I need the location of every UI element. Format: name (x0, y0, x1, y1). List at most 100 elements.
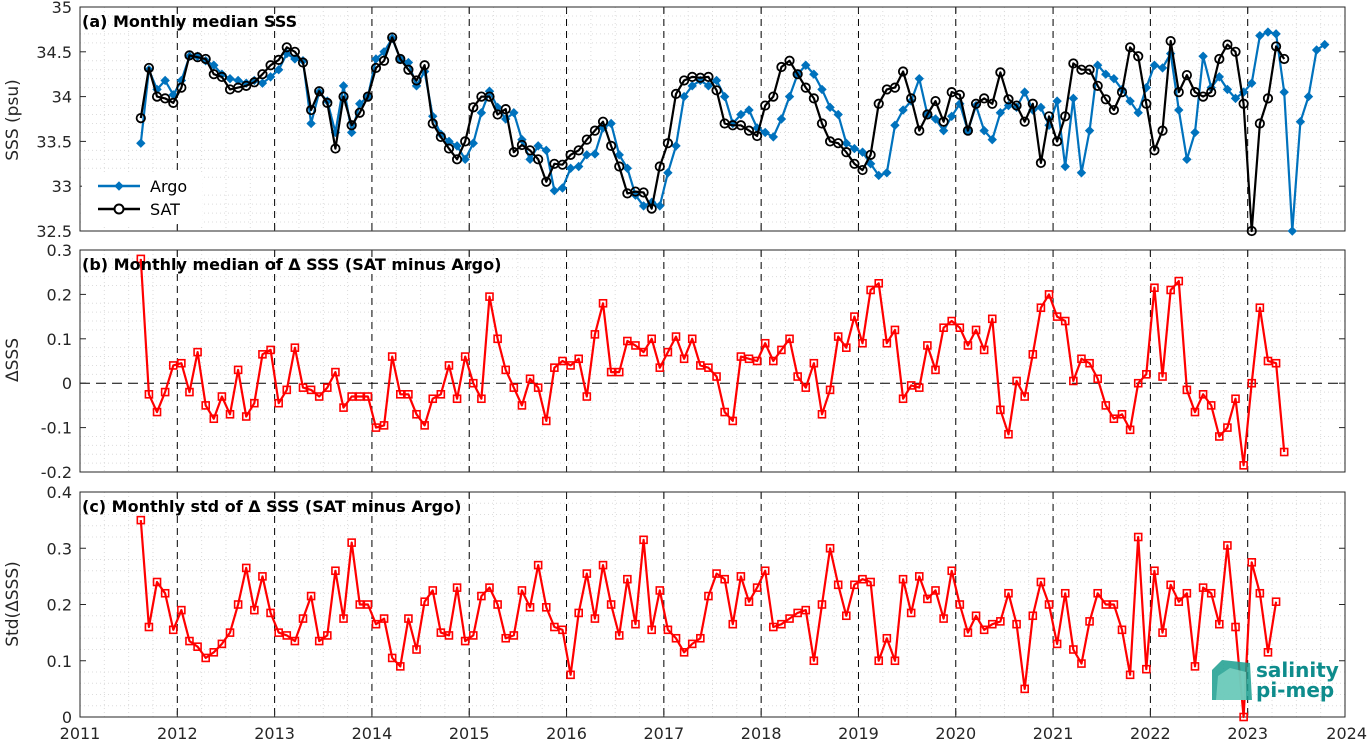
panel-b-delta-point (769, 356, 778, 366)
panel-b-delta-point (1085, 358, 1094, 368)
panel-a-argo-point (273, 65, 284, 75)
panel-b-delta-point (1012, 376, 1021, 386)
panel-a-argo-point (468, 138, 478, 148)
panel-a-sat-point (200, 53, 211, 65)
panel-a-argo-point (776, 114, 787, 124)
panel-b-ytick-label: 0 (62, 374, 72, 393)
panel-a-sat-point (1068, 58, 1079, 69)
panel-c-delta-point (1182, 588, 1192, 598)
panel-b-delta-point (639, 347, 648, 357)
panel-c-delta-point (1239, 712, 1248, 722)
panel-a-argo-point (744, 105, 754, 115)
panel-a-sat-point (816, 118, 828, 129)
panel-a-sat-point (679, 75, 690, 86)
panel-a-sat-point (1165, 35, 1176, 47)
panel-a-argo-point (1222, 84, 1233, 95)
panel-b-median-delta-sss: -0.2 -0.1 0 0.1 0.2 0.3 (b) Monthly median of … (3, 241, 1346, 482)
panel-a-argo-point (930, 114, 941, 124)
panel-c-delta-point (752, 583, 762, 592)
panel-c-delta-point (1271, 597, 1281, 606)
panel-b-delta-point (850, 312, 859, 321)
panel-a-sat-point (662, 138, 674, 149)
logo-text-salinity: salinity (1256, 658, 1339, 682)
panel-c-delta-point (777, 619, 786, 629)
panel-b-delta-point (655, 363, 665, 372)
panel-b-delta-point (1263, 356, 1273, 366)
panel-b-delta-point (623, 336, 632, 346)
panel-a-sat-point (654, 161, 665, 172)
panel-a-argo-point (257, 78, 268, 88)
panel-a-argo-point (857, 147, 868, 157)
panel-c-delta-point (1052, 639, 1062, 649)
panel-c-delta-point (979, 625, 989, 635)
panel-a-sat-point (273, 54, 284, 65)
panel-b-delta-point (266, 345, 275, 355)
panel-c-delta-point (898, 574, 908, 584)
panel-a-argo-point (1076, 168, 1087, 178)
logo-text-pimep: pi-mep (1256, 678, 1334, 702)
panel-a-sat-point (1149, 145, 1160, 156)
panel-b-delta-point (720, 407, 729, 417)
panel-c-delta-point (1012, 619, 1021, 629)
panel-a-sat-point (160, 93, 171, 104)
panel-c-delta-point (825, 543, 835, 553)
panel-c-delta-point (485, 583, 494, 592)
xtick-label: 2019 (838, 724, 879, 743)
panel-b-delta-point (533, 383, 543, 392)
panel-a-argo-point (1149, 60, 1160, 70)
panel-c-delta-point (566, 670, 575, 680)
panel-b-delta-point (728, 416, 738, 426)
panel-c-delta-point (614, 631, 624, 640)
panel-b-delta-point (760, 338, 770, 348)
xtick-label: 2021 (1033, 724, 1074, 743)
panel-a-sat-point (873, 98, 884, 109)
panel-b-delta-point (979, 345, 989, 355)
panel-c-delta-point (728, 619, 738, 629)
panel-c-delta-point (1142, 664, 1151, 674)
panel-a-sat-point (857, 164, 868, 176)
panel-a-sat-point (751, 130, 763, 142)
panel-a-sat-point (500, 104, 511, 115)
panel-a-sat-point (962, 125, 974, 136)
panel-c-delta-point (1206, 588, 1216, 598)
panel-b-delta-point (574, 354, 584, 364)
panel-a-argo-point (1295, 116, 1306, 127)
panel-c-delta-point (1166, 580, 1175, 590)
panel-b-delta-point (858, 338, 867, 348)
panel-a-sat-point (378, 55, 390, 66)
panel-c-delta-point (323, 631, 332, 640)
xtick-label: 2013 (254, 724, 295, 743)
panel-c-delta-point (558, 625, 567, 635)
panel-b-delta-point (598, 298, 608, 308)
panel-a-sat-point (954, 89, 965, 100)
panel-a-argo-point (582, 150, 592, 160)
panel-b-delta-point (631, 341, 640, 350)
panel-b-delta-point (485, 292, 494, 301)
panel-b-delta-point (963, 341, 973, 350)
panel-c-delta-point (144, 622, 154, 632)
panel-b-delta-point (614, 367, 624, 377)
panel-c-delta-point (225, 628, 235, 637)
panel-b-delta-point (1239, 461, 1248, 470)
panel-a-argo-point (1157, 63, 1168, 73)
panel-a-sat-point (614, 161, 625, 172)
panel-a-sat-point (443, 143, 455, 154)
legend-argo-label: Argo (150, 177, 187, 196)
panel-a-sat-point (703, 71, 714, 82)
panel-c-delta-point (355, 600, 365, 609)
panel-a-series-sat (135, 32, 1290, 237)
panel-a-argo-point (590, 149, 600, 159)
panel-a-argo-point (533, 141, 543, 151)
panel-b-delta-point (955, 323, 965, 333)
panel-a-argo-point (557, 183, 568, 193)
panel-c-delta-point (266, 608, 275, 618)
panel-a-sat-point (865, 149, 876, 160)
xtick-label: 2024 (1326, 724, 1367, 743)
panel-c-delta-point (314, 636, 324, 646)
panel-a-argo-point (801, 60, 811, 70)
panel-c-delta-point (452, 583, 462, 592)
panel-a-argo-point (614, 150, 624, 160)
panel-c-delta-point (347, 538, 356, 547)
panel-a-sat-point (289, 46, 300, 57)
panel-c-delta-point (1044, 600, 1054, 609)
